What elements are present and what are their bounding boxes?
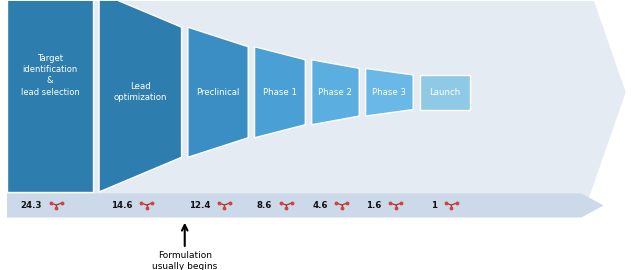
Text: 1: 1	[431, 201, 438, 210]
Text: Phase 2: Phase 2	[319, 88, 352, 97]
Polygon shape	[366, 68, 413, 116]
Text: Target
identification
&
lead selection: Target identification & lead selection	[20, 54, 80, 96]
Text: 12.4: 12.4	[189, 201, 211, 210]
Text: 24.3: 24.3	[21, 201, 42, 210]
Text: 8.6: 8.6	[257, 201, 272, 210]
FancyArrow shape	[7, 193, 604, 218]
Polygon shape	[254, 47, 305, 138]
Polygon shape	[312, 60, 359, 125]
Text: 14.6: 14.6	[111, 201, 133, 210]
Text: Phase 3: Phase 3	[373, 88, 406, 97]
Text: 1.6: 1.6	[366, 201, 382, 210]
Text: Phase 1: Phase 1	[263, 88, 297, 97]
Polygon shape	[188, 27, 248, 157]
Text: Preclinical: Preclinical	[197, 88, 240, 97]
Polygon shape	[99, 0, 181, 192]
Polygon shape	[7, 0, 626, 202]
Polygon shape	[7, 0, 93, 192]
Text: Launch: Launch	[429, 88, 460, 97]
Text: Lead
optimization: Lead optimization	[114, 82, 167, 102]
Text: 4.6: 4.6	[312, 201, 328, 210]
Text: Formulation
usually begins: Formulation usually begins	[152, 251, 218, 270]
Polygon shape	[420, 75, 470, 110]
